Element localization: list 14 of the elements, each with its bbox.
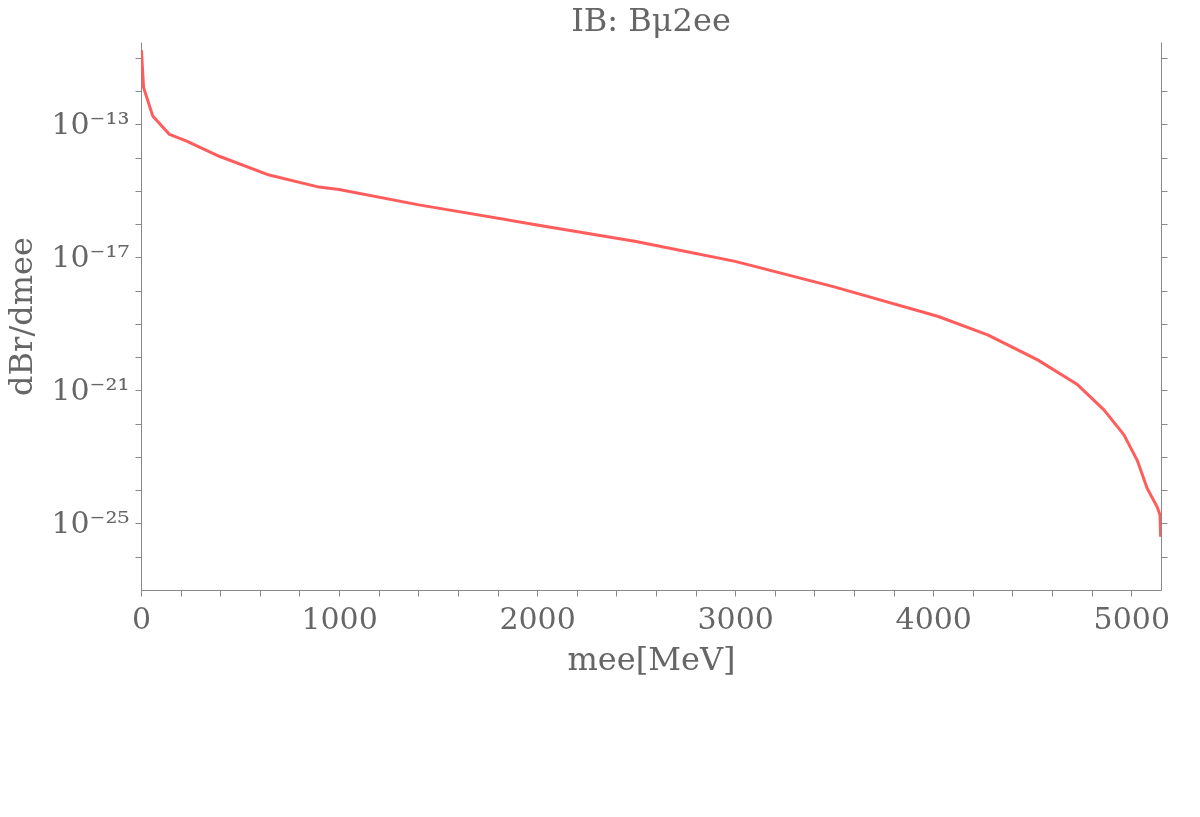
x-axis-title: mee[MeV] <box>567 639 736 678</box>
y-tick-label: 10⁻²¹ <box>51 371 130 407</box>
y-tick-label: 10⁻¹⁷ <box>51 238 130 274</box>
x-tick-label: 0 <box>131 600 152 636</box>
x-tick-label: 1000 <box>301 600 378 636</box>
x-tick-label: 3000 <box>697 600 774 636</box>
x-tick-label: 2000 <box>499 600 576 636</box>
x-tick-label: 4000 <box>895 600 972 636</box>
y-tick-label: 10⁻¹³ <box>51 105 130 141</box>
x-tick-label: 5000 <box>1093 600 1170 636</box>
y-axis-title: dBr/dmee <box>2 237 41 396</box>
y-tick-label: 10⁻²⁵ <box>51 504 130 540</box>
line-series <box>141 48 1161 539</box>
chart-title: IB: Bμ2ee <box>571 1 731 39</box>
